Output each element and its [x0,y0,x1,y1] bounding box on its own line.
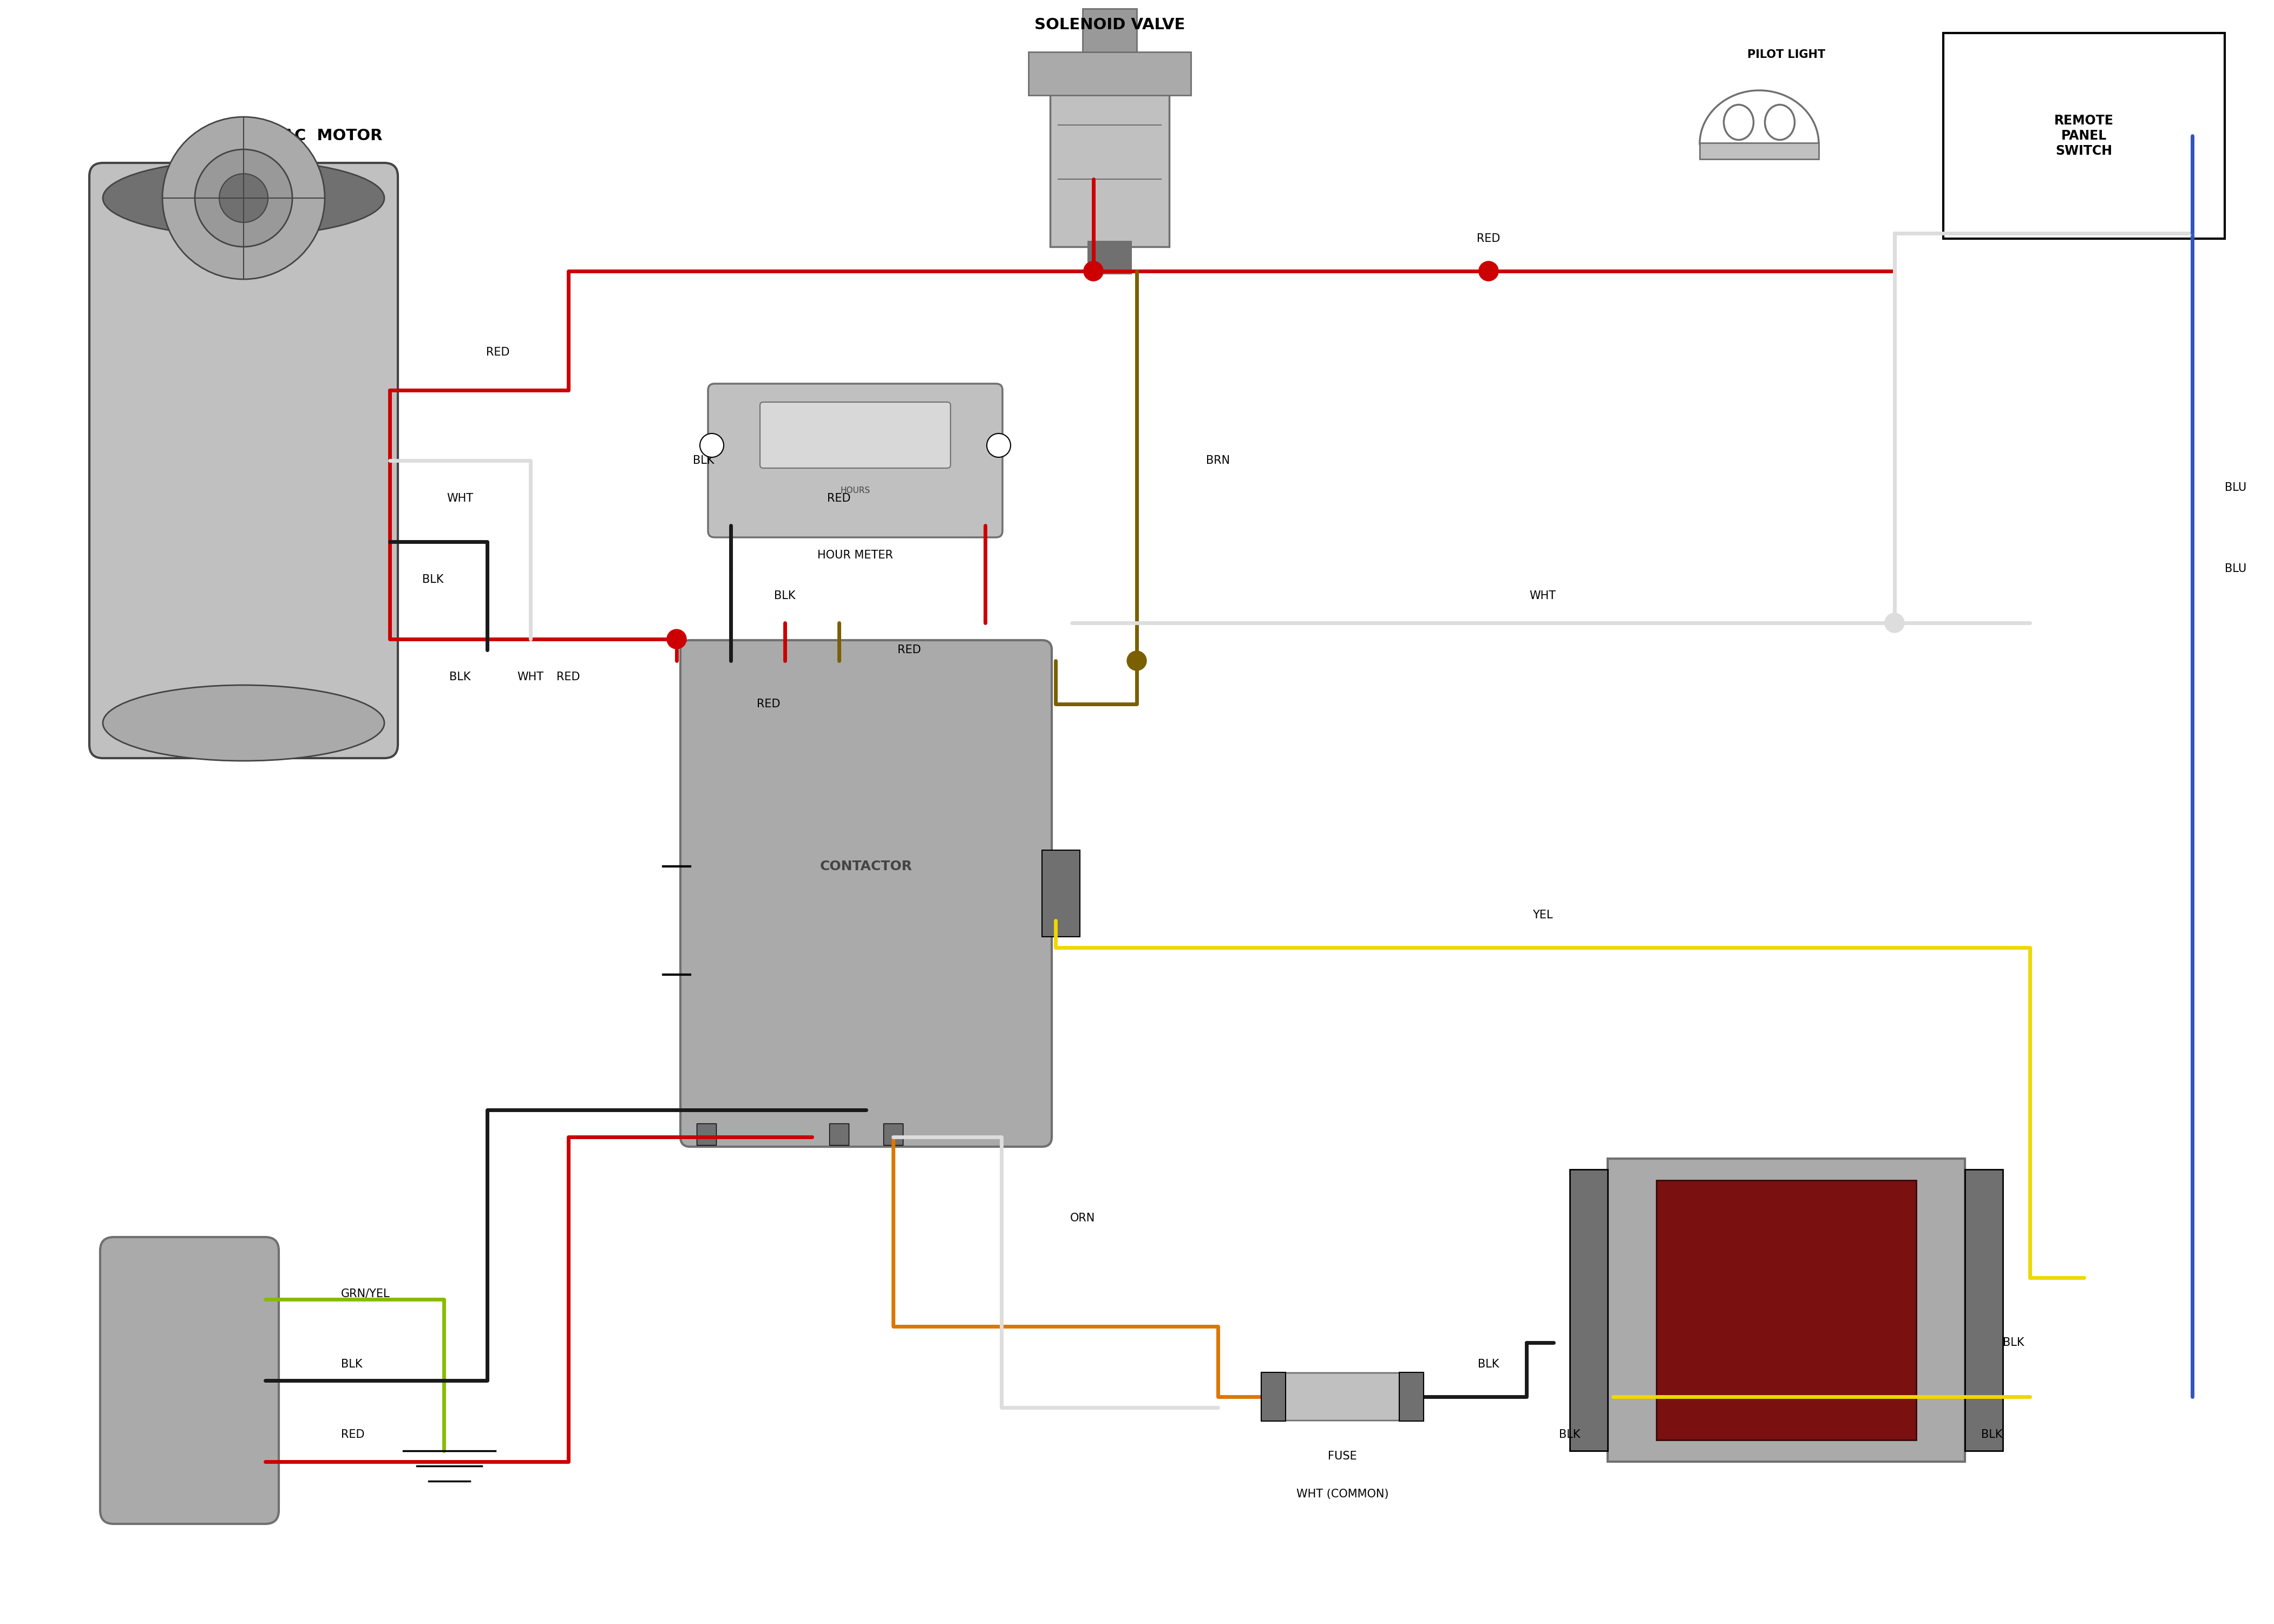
Circle shape [1085,261,1103,281]
Text: BRN: BRN [1205,455,1230,466]
Text: ORN: ORN [1071,1213,1096,1223]
FancyBboxPatch shape [707,383,1003,538]
Text: BLK: BLK [1478,1359,1499,1369]
Circle shape [218,174,268,222]
Text: WHT: WHT [446,494,473,503]
Text: FUSE: FUSE [1328,1450,1358,1462]
Text: BLK: BLK [341,1359,362,1369]
Circle shape [666,630,687,650]
Text: CONTACTOR: CONTACTOR [821,859,912,872]
FancyBboxPatch shape [89,162,398,758]
Bar [1569,1169,1608,1450]
Bar [1087,242,1132,274]
Bar [1965,1169,2003,1450]
Circle shape [161,117,325,279]
Circle shape [1085,261,1103,281]
Text: PILOT LIGHT: PILOT LIGHT [1746,49,1826,60]
Text: BLK: BLK [2003,1337,2024,1348]
FancyBboxPatch shape [1283,1372,1403,1421]
Bar [1399,1372,1424,1421]
Text: REMOTE
PANEL
SWITCH: REMOTE PANEL SWITCH [2053,114,2115,158]
Circle shape [1478,261,1499,281]
Text: WHT: WHT [1530,591,1555,601]
Bar [830,1124,848,1145]
Bar [1262,1372,1285,1421]
Text: BLK: BLK [1560,1429,1580,1440]
Text: BLK: BLK [773,591,796,601]
Circle shape [1885,614,1903,633]
Text: BLK: BLK [1981,1429,2003,1440]
Text: YEL: YEL [1533,909,1553,921]
Polygon shape [1699,91,1819,145]
Text: SOLENOID VALVE: SOLENOID VALVE [1035,18,1185,32]
Text: RED: RED [828,494,850,503]
Text: BLK: BLK [450,672,471,682]
Bar [1944,32,2224,239]
Text: 230 VAC  MOTOR: 230 VAC MOTOR [232,128,382,143]
Ellipse shape [102,161,384,235]
Text: BLK: BLK [694,455,714,466]
FancyBboxPatch shape [100,1237,280,1523]
FancyBboxPatch shape [760,403,951,468]
Bar [696,1124,716,1145]
Bar [1051,57,1169,247]
Text: GRN/YEL: GRN/YEL [341,1288,391,1299]
Text: RED: RED [341,1429,364,1440]
Text: HOUR METER: HOUR METER [816,551,894,560]
Text: BLU: BLU [2224,482,2247,494]
Text: RED: RED [898,645,921,656]
Bar [1655,1181,1917,1440]
Text: RED: RED [487,348,509,357]
Bar [1041,849,1080,937]
Text: WHT (COMMON): WHT (COMMON) [1296,1489,1389,1499]
Circle shape [196,149,293,247]
Text: RED: RED [1476,234,1501,244]
Circle shape [1478,261,1499,281]
Ellipse shape [102,685,384,762]
Bar [1028,52,1192,96]
Text: 00: 00 [860,422,873,432]
Bar [1082,8,1137,52]
Circle shape [1128,651,1146,671]
Bar [882,1124,903,1145]
Text: HOURS: HOURS [841,486,871,494]
Text: RED: RED [757,698,780,710]
Bar [1608,1158,1965,1462]
Text: BLU: BLU [2224,564,2247,575]
Circle shape [987,434,1010,458]
Text: WHT: WHT [516,672,543,682]
Circle shape [700,434,723,458]
FancyBboxPatch shape [680,640,1053,1147]
Text: RED: RED [557,672,580,682]
Bar [1699,143,1819,159]
Text: BLK: BLK [423,575,443,585]
